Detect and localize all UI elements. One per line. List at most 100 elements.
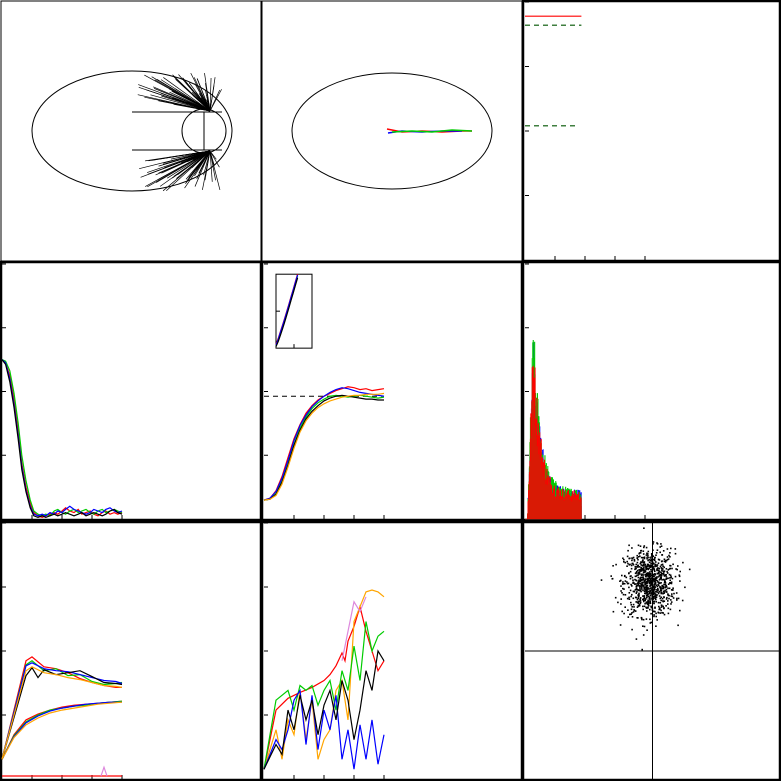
scatter-point bbox=[644, 571, 646, 573]
fan-ray-lower bbox=[203, 150, 211, 176]
scatter-point bbox=[657, 612, 660, 614]
scatter-point bbox=[655, 576, 658, 578]
scatter-point bbox=[614, 596, 617, 599]
series-line-black bbox=[263, 649, 385, 770]
scatter-point bbox=[660, 609, 662, 612]
scatter-point bbox=[631, 606, 633, 608]
scatter-point bbox=[654, 559, 656, 562]
scatter-point bbox=[648, 574, 650, 576]
scatter-point bbox=[649, 579, 651, 582]
scatter-point bbox=[655, 596, 658, 598]
scatter-point bbox=[653, 580, 656, 583]
scatter-point bbox=[641, 618, 643, 621]
scatter-point bbox=[659, 597, 662, 600]
scatter-point bbox=[641, 586, 643, 589]
scatter-point bbox=[671, 595, 674, 598]
scatter-point bbox=[663, 600, 666, 602]
scatter-point bbox=[637, 596, 640, 598]
scatter-point bbox=[627, 616, 630, 618]
scatter-point bbox=[628, 592, 631, 594]
scatter-point bbox=[659, 589, 662, 592]
scatter-point bbox=[660, 599, 662, 602]
scatter-point bbox=[645, 586, 647, 588]
scatter-point bbox=[656, 619, 658, 621]
scatter-point bbox=[670, 547, 672, 550]
scatter-point bbox=[653, 614, 655, 616]
scatter-point bbox=[650, 559, 653, 561]
scatter-point bbox=[631, 612, 633, 614]
scatter-point bbox=[643, 556, 646, 558]
scatter-point bbox=[649, 573, 652, 575]
scatter-point bbox=[667, 587, 669, 590]
scatter-point bbox=[654, 582, 657, 585]
scatter-point bbox=[658, 595, 661, 597]
scatter-point bbox=[660, 564, 663, 566]
series-line-blue bbox=[263, 688, 385, 770]
fan-ray-lower bbox=[188, 150, 211, 178]
scatter-point bbox=[621, 610, 623, 613]
scatter-point bbox=[667, 600, 669, 602]
scatter-point bbox=[635, 575, 637, 578]
scatter-point bbox=[662, 586, 664, 589]
scatter-point bbox=[628, 544, 630, 547]
scatter-point bbox=[645, 568, 647, 571]
fan-ray-upper bbox=[163, 77, 211, 112]
scatter-point bbox=[653, 558, 656, 560]
scatter-point bbox=[650, 556, 652, 559]
scatter-point bbox=[661, 587, 664, 590]
scatter-point bbox=[646, 563, 649, 566]
scatter-point bbox=[659, 565, 662, 568]
scatter-point bbox=[639, 579, 642, 581]
scatter-point bbox=[658, 607, 661, 609]
scatter-point bbox=[633, 606, 635, 608]
scatter-point bbox=[652, 598, 655, 600]
scatter-point bbox=[653, 568, 656, 571]
scatter-point bbox=[638, 592, 640, 595]
scatter-point bbox=[646, 556, 648, 559]
scatter-point bbox=[651, 580, 653, 583]
scatter-point bbox=[652, 573, 655, 576]
scatter-point bbox=[663, 583, 665, 586]
scatter-point bbox=[653, 610, 655, 613]
scatter-point bbox=[644, 565, 647, 567]
scatter-point bbox=[663, 560, 666, 563]
scatter-point bbox=[640, 556, 643, 559]
scatter-point bbox=[635, 588, 638, 591]
scatter-point bbox=[646, 568, 649, 570]
scatter-point bbox=[643, 566, 645, 569]
scatter-point bbox=[661, 604, 663, 607]
track-line bbox=[391, 129, 473, 133]
scatter-point bbox=[688, 568, 691, 571]
fan-ray-lower bbox=[187, 150, 211, 170]
scatter-point bbox=[660, 589, 663, 592]
scatter-point bbox=[649, 594, 652, 597]
scatter-point bbox=[646, 596, 648, 599]
scatter-point bbox=[638, 579, 640, 581]
scatter-point bbox=[661, 611, 663, 614]
scatter-point bbox=[647, 603, 650, 605]
scatter-point bbox=[669, 567, 671, 570]
scatter-point bbox=[651, 565, 654, 567]
fan-ray-upper bbox=[153, 86, 211, 112]
scatter-point bbox=[632, 581, 634, 584]
scatter-point bbox=[646, 629, 648, 631]
scatter-point bbox=[600, 579, 603, 581]
scatter-point bbox=[642, 563, 645, 566]
scatter-point bbox=[637, 597, 640, 600]
scatter-point bbox=[630, 564, 633, 567]
series-line-orange bbox=[263, 589, 385, 770]
fan-ray-lower bbox=[198, 150, 211, 174]
scatter-point bbox=[629, 570, 632, 573]
scatter-point bbox=[630, 613, 632, 615]
scatter-point bbox=[657, 569, 660, 572]
scatter-point bbox=[663, 573, 665, 576]
series-line-violet bbox=[100, 765, 108, 777]
scatter-point bbox=[634, 610, 637, 612]
scatter-point bbox=[661, 597, 664, 600]
scatter-point bbox=[640, 566, 642, 569]
series-line-green bbox=[263, 621, 385, 770]
scatter-point bbox=[647, 604, 650, 607]
scatter-point bbox=[647, 579, 649, 582]
scatter-point bbox=[649, 574, 651, 577]
scatter-point bbox=[653, 615, 655, 618]
